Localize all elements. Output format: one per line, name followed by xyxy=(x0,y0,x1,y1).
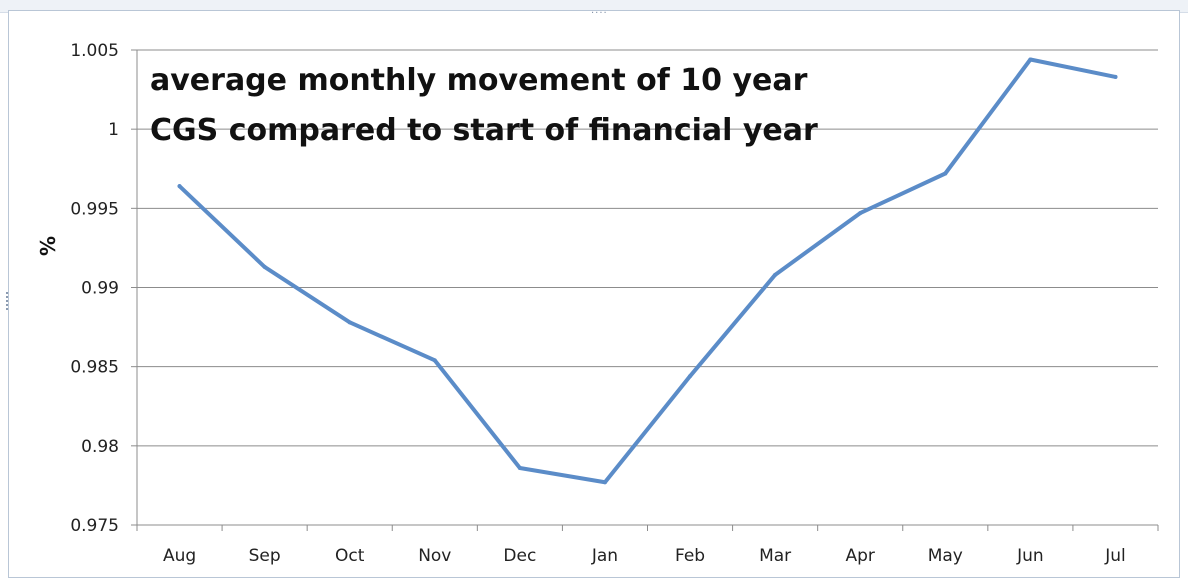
y-tick-labels: 0.975 0.98 0.985 0.99 0.995 1 1.005 xyxy=(70,41,119,536)
series-layer xyxy=(177,57,1118,485)
x-tick-label: Mar xyxy=(759,546,791,566)
data-point xyxy=(517,466,522,470)
y-tick-label: 0.99 xyxy=(81,279,119,299)
gridlines xyxy=(137,49,1158,526)
y-tick-label: 0.975 xyxy=(70,516,119,536)
x-tick-label: May xyxy=(928,546,963,566)
x-tick-labels: Aug Sep Oct Nov Dec Jan Feb Mar Apr May Jun Jul xyxy=(163,546,1126,566)
y-tick-label: 1.005 xyxy=(70,41,119,61)
y-tick-label: 0.985 xyxy=(70,358,119,378)
chart-title-line-2: CGS compared to start of financial year xyxy=(150,113,818,148)
data-point xyxy=(688,374,693,379)
resize-handle-left-icon[interactable] xyxy=(6,292,14,310)
y-tick-label: 0.98 xyxy=(81,437,119,457)
x-tick-label: Dec xyxy=(503,546,536,566)
x-tick-label: Aug xyxy=(163,546,196,566)
series-line xyxy=(177,57,1118,485)
x-tick-label: Jan xyxy=(591,546,618,566)
x-tick-label: Sep xyxy=(249,546,281,566)
data-point xyxy=(602,480,607,485)
axes xyxy=(131,49,1159,531)
resize-handle-top-icon[interactable]: ···· xyxy=(591,8,608,19)
y-tick-label: 0.995 xyxy=(70,199,119,219)
chart-frame[interactable] xyxy=(8,10,1180,578)
data-point xyxy=(177,184,182,189)
data-point xyxy=(347,320,352,325)
x-tick-label: Jul xyxy=(1104,546,1126,566)
data-point xyxy=(943,171,948,176)
data-point xyxy=(773,272,778,277)
x-tick-label: Oct xyxy=(335,546,365,566)
y-axis-label: % xyxy=(36,236,60,256)
y-tick-label: 1 xyxy=(108,120,119,140)
data-point xyxy=(432,358,437,363)
x-tick-label: Apr xyxy=(845,546,874,566)
x-tick-label: Jun xyxy=(1016,546,1044,566)
data-point xyxy=(1028,57,1033,62)
x-tick-label: Nov xyxy=(418,546,451,566)
data-point xyxy=(262,264,267,269)
x-tick-label: Feb xyxy=(675,546,705,566)
data-point xyxy=(1113,74,1118,79)
data-point xyxy=(858,211,863,216)
chart-title-line-1: average monthly movement of 10 year xyxy=(150,63,808,98)
